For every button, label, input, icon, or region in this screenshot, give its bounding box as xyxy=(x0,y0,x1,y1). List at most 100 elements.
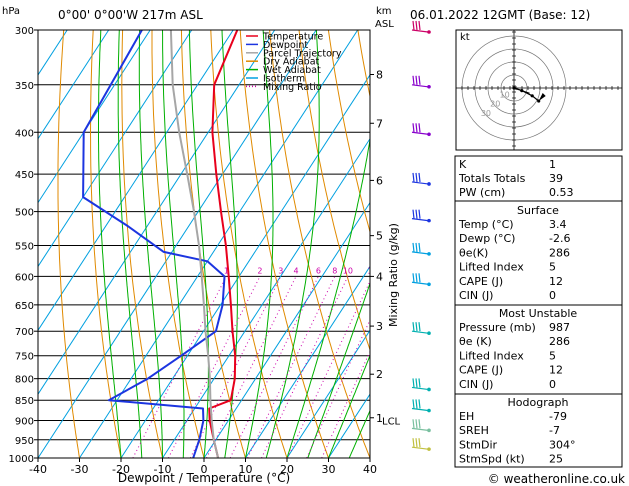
parcel-trajectory-line xyxy=(169,30,220,458)
isotherm-line xyxy=(38,30,276,396)
pressure-tick-label: 1000 xyxy=(9,454,34,465)
legend-label: Wet Adiabat xyxy=(263,65,321,76)
table-row-value: 0 xyxy=(549,378,556,391)
hodograph-ring-label: 30 xyxy=(481,109,491,118)
wind-barb-flag xyxy=(412,172,415,183)
wind-barb-flag xyxy=(412,419,415,429)
wind-barb-point xyxy=(427,428,431,433)
wind-barb-staff xyxy=(411,131,429,135)
mixing-ratio-label: 10 xyxy=(343,266,353,275)
mixing-ratio-label: 8 xyxy=(332,266,337,275)
table-row-value: -79 xyxy=(549,410,567,423)
wet-adiabat-line xyxy=(188,30,209,458)
mixing-ratio-axis-title: Mixing Ratio (g/kg) xyxy=(387,223,400,327)
wind-barb-flag xyxy=(418,172,421,183)
table-row-label: θe (K) xyxy=(459,335,492,348)
wind-barb-staff xyxy=(411,29,429,33)
wind-barb-flag xyxy=(412,20,415,31)
table-row-value: 5 xyxy=(549,261,556,274)
temperature-tick-label: 10 xyxy=(239,463,253,476)
surface-title: Surface xyxy=(517,204,559,217)
pressure-tick-label: 650 xyxy=(15,301,34,312)
wet-adiabat-line xyxy=(348,409,370,458)
table-row-label: CIN (J) xyxy=(459,289,493,302)
mixing-ratio-line xyxy=(167,276,261,458)
height-km-label: 6 xyxy=(376,174,383,187)
wind-barb-staff xyxy=(411,446,429,450)
datetime-label: 06.01.2022 12GMT (Base: 12) xyxy=(410,8,590,22)
wind-barb-flag xyxy=(415,123,418,133)
pressure-tick-label: 600 xyxy=(15,272,34,283)
wind-barb-flag xyxy=(412,438,415,448)
wind-barb-staff xyxy=(411,386,429,391)
wind-barb-flag xyxy=(418,378,421,388)
k-index-label: K xyxy=(459,158,467,171)
legend-label: Dry Adiabat xyxy=(263,57,320,68)
legend-label: Parcel Trajectory xyxy=(263,48,342,59)
isotherm-lines xyxy=(38,30,370,458)
hpa-unit-label: hPa xyxy=(2,6,20,17)
hodograph-point xyxy=(530,94,534,98)
table-row-value: -2.6 xyxy=(549,232,570,245)
isotherm-line xyxy=(203,201,370,458)
wind-barb-staff xyxy=(411,281,429,285)
wind-barb-point xyxy=(427,331,431,336)
wind-barbs xyxy=(411,20,431,451)
isotherm-line xyxy=(120,74,370,458)
mixing-ratio-line xyxy=(206,276,297,458)
wind-barb-flag xyxy=(415,75,418,85)
lcl-label: LCL xyxy=(382,417,401,428)
wind-barb-flag xyxy=(418,273,421,283)
hodograph-ring-label: 20 xyxy=(490,100,500,109)
skewt-plot-area: 1 2 3 4 6 8 10 15 20 25 xyxy=(38,30,409,458)
height-km-label: 1 xyxy=(376,412,383,425)
table-row-label: Lifted Index xyxy=(459,261,524,274)
wind-barb-staff xyxy=(411,218,429,222)
wind-barb-point xyxy=(427,30,431,34)
wind-barb-flag xyxy=(412,75,415,85)
wind-barb-flag xyxy=(418,399,421,409)
pressure-tick-label: 450 xyxy=(15,170,34,181)
wet-adiabat-line xyxy=(286,136,370,458)
hodograph-unit-label: kt xyxy=(460,32,470,43)
pressure-tick-label: 550 xyxy=(15,241,34,252)
table-row-label: StmDir xyxy=(459,438,498,451)
temperature-tick-label: -20 xyxy=(112,463,130,476)
height-km-label: 5 xyxy=(376,230,383,243)
pressure-tick-label: 850 xyxy=(15,396,34,407)
pressure-tick-label: 400 xyxy=(15,128,34,139)
table-row-value: 987 xyxy=(549,321,570,334)
asl-unit-label: ASL xyxy=(375,19,394,30)
wind-barb-flag xyxy=(418,438,421,448)
temperature-tick-label: 40 xyxy=(363,463,377,476)
height-km-label: 7 xyxy=(376,117,383,130)
hodograph-table-title: Hodograph xyxy=(508,396,569,409)
wind-barb-staff xyxy=(411,427,429,431)
storm-motion-vector xyxy=(513,87,530,94)
isotherm-line xyxy=(38,30,193,268)
dry-adiabat-line xyxy=(239,30,329,458)
table-row-label: Lifted Index xyxy=(459,349,524,362)
wind-barb-point xyxy=(427,282,431,287)
wet-adiabat-line xyxy=(98,30,122,458)
wind-barb-flag xyxy=(412,399,415,409)
indices-table: K 1 Totals Totals 39 PW (cm) 0.53 xyxy=(454,155,623,202)
wet-adiabat-line xyxy=(117,30,143,458)
copyright-label: © weatheronline.co.uk xyxy=(488,472,625,486)
legend-label: Isotherm xyxy=(263,74,305,85)
height-km-label: 4 xyxy=(376,270,383,283)
table-row-label: CAPE (J) xyxy=(459,275,503,288)
legend-label: Dewpoint xyxy=(263,40,308,51)
location-label: 0°00' 0°00'W 217m ASL xyxy=(58,8,203,22)
wind-barb-point xyxy=(427,408,431,413)
table-row-value: 12 xyxy=(549,275,563,288)
pressure-tick-label: 300 xyxy=(15,26,34,37)
mixing-ratio-label: 25 xyxy=(399,266,409,275)
hodograph-ring-label: 10 xyxy=(500,90,510,99)
table-row-value: -7 xyxy=(549,424,560,437)
wind-barb-flag xyxy=(418,75,421,85)
hodograph-table-box xyxy=(454,393,623,468)
